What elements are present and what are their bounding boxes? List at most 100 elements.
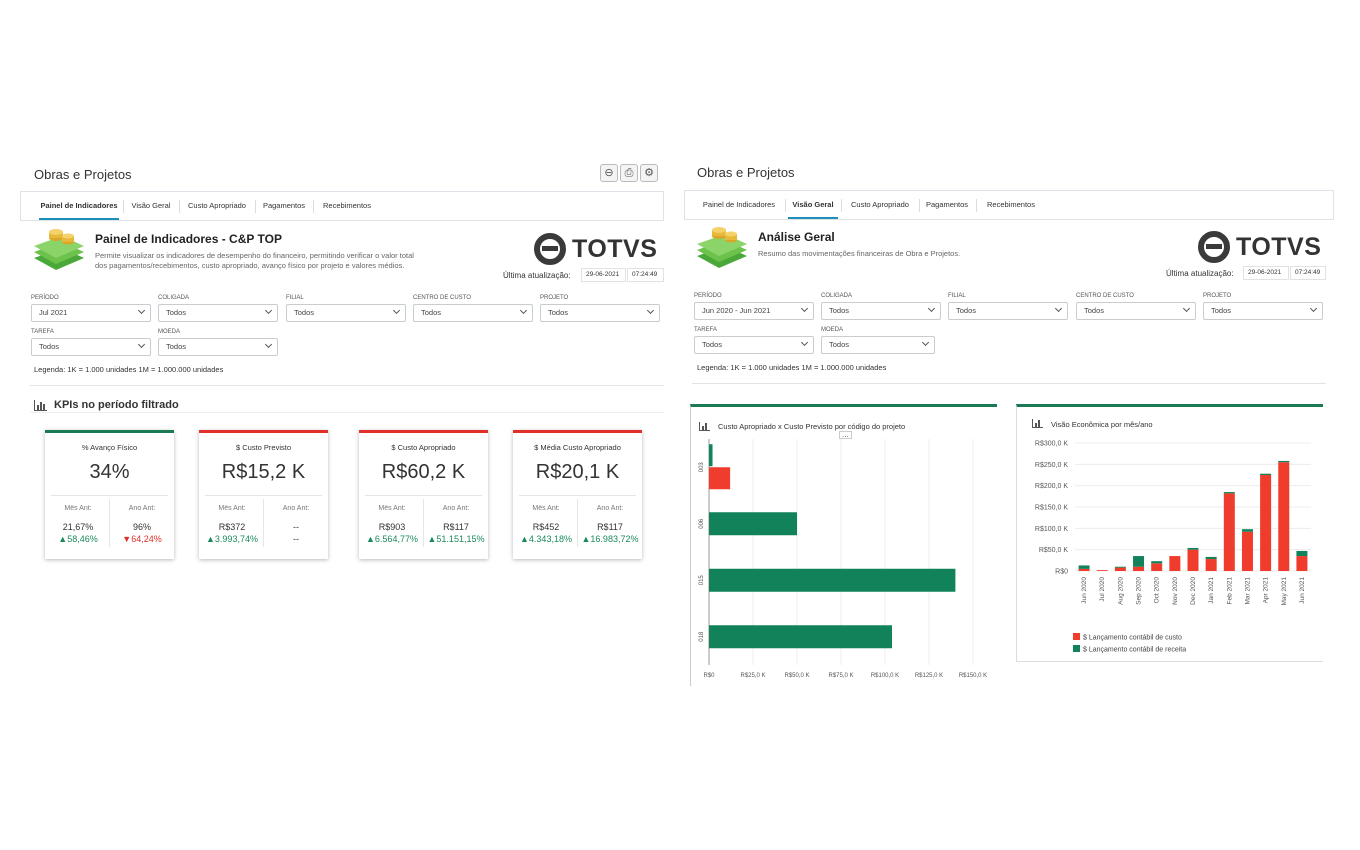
filter-centro-custo-select[interactable]: Todos bbox=[1076, 302, 1196, 320]
totvs-logo-icon bbox=[534, 233, 566, 265]
kpi-prev-year-label: Ano Ant: bbox=[128, 505, 156, 512]
left-last-update-time: 07:24:49 bbox=[627, 268, 664, 282]
right-last-update-date: 29-06-2021 bbox=[1243, 266, 1289, 280]
chevron-down-icon bbox=[264, 306, 273, 315]
chart1-category-label: 018 bbox=[699, 631, 705, 642]
totvs-logo-icon bbox=[1198, 231, 1230, 263]
tab-visao-geral[interactable]: Visão Geral bbox=[131, 201, 171, 210]
kpi-prev-year-label: Ano Ant: bbox=[442, 505, 470, 512]
chart1-bar bbox=[709, 625, 893, 649]
right-units-legend: Legenda: 1K = 1.000 unidades 1M = 1.000.… bbox=[697, 363, 887, 372]
kpi-prev-year-value: 96% bbox=[132, 522, 151, 532]
print-icon[interactable]: ⎙ bbox=[620, 164, 638, 182]
filter-label-filial: FILIAL bbox=[286, 295, 304, 301]
chart2-x-tick: Nov 2020 bbox=[1172, 577, 1179, 605]
tab-recebimentos[interactable]: Recebimentos bbox=[323, 201, 371, 210]
chart1-more-menu[interactable]: ... bbox=[839, 431, 852, 439]
chart1-x-tick: R$100,0 K bbox=[871, 673, 899, 679]
chart1-x-tick: R$75,0 K bbox=[828, 673, 853, 679]
chart2-bar-segment bbox=[1205, 559, 1217, 571]
kpi-prev-month-value: R$372 bbox=[218, 522, 246, 532]
filter-moeda-select[interactable]: Todos bbox=[158, 338, 278, 356]
right-header-description: Resumo das movimentações financeiras de … bbox=[758, 249, 961, 258]
filter-moeda-select[interactable]: Todos bbox=[821, 336, 935, 354]
tab-pagamentos[interactable]: Pagamentos bbox=[262, 201, 306, 210]
kpi-prev-year-delta: ▼64,24% bbox=[122, 534, 162, 544]
chart2-bar-segment bbox=[1151, 563, 1163, 571]
tab-painel-indicadores[interactable]: Painel de Indicadores bbox=[702, 200, 776, 209]
chart2-bar-segment bbox=[1187, 547, 1199, 550]
tab-recebimentos[interactable]: Recebimentos bbox=[987, 200, 1035, 209]
minus-circle-icon[interactable]: ⊖ bbox=[600, 164, 618, 182]
left-header-description-2: dos pagamentos/recebimentos, custo aprop… bbox=[95, 261, 405, 270]
bar-chart-icon bbox=[34, 400, 47, 411]
filter-centro-custo-select[interactable]: Todos bbox=[413, 304, 533, 322]
chart1-x-tick: R$125,0 K bbox=[915, 673, 943, 679]
filter-tarefa-select[interactable]: Todos bbox=[31, 338, 151, 356]
kpi-prev-month-value: 21,67% bbox=[62, 522, 94, 532]
right-divider bbox=[692, 383, 1326, 384]
left-units-legend: Legenda: 1K = 1.000 unidades 1M = 1.000.… bbox=[34, 365, 224, 374]
money-stack-icon bbox=[697, 227, 747, 268]
kpi-title: $ Custo Previsto bbox=[235, 443, 292, 452]
kpi-value: R$15,2 K bbox=[221, 461, 306, 483]
filter-projeto-select[interactable]: Todos bbox=[540, 304, 660, 322]
chevron-down-icon bbox=[646, 306, 655, 315]
chart2-x-tick: Mar 2021 bbox=[1244, 577, 1251, 605]
chart2-bar-segment bbox=[1296, 556, 1308, 571]
kpi-card-custo-previsto: $ Custo Previsto R$15,2 K Mês Ant: R$372 ▲… bbox=[199, 430, 328, 559]
chart2-bar-segment bbox=[1114, 566, 1126, 568]
chart2-bar-segment bbox=[1187, 549, 1199, 571]
right-last-update-label: Última atualização: bbox=[1166, 269, 1234, 278]
kpi-prev-month-delta: ▲4.343,18% bbox=[520, 534, 572, 544]
chart2-x-tick: May 2021 bbox=[1281, 577, 1288, 606]
kpi-card-avanco-fisico: % Avanço Físico 34% Mês Ant: 21,67% ▲58,46… bbox=[45, 430, 174, 559]
right-last-update-time: 07:24:49 bbox=[1290, 266, 1326, 280]
chart1-bar bbox=[709, 467, 731, 490]
chart2-y-tick: R$100,0 K bbox=[1035, 526, 1068, 533]
chart1-title: Custo Apropriado x Custo Previsto por có… bbox=[718, 422, 906, 431]
chart2-x-tick: Sep 2020 bbox=[1136, 577, 1143, 605]
gear-icon[interactable]: ⚙ bbox=[640, 164, 658, 182]
chart2-bar-segment bbox=[1096, 570, 1108, 571]
filter-coligada-select[interactable]: Todos bbox=[821, 302, 941, 320]
kpi-card-media-custo-apropriado: $ Média Custo Apropriado R$20,1 K Mês An… bbox=[513, 430, 642, 559]
left-header-description-1: Permite visualizar os indicadores de des… bbox=[95, 251, 414, 260]
money-stack-icon bbox=[34, 229, 84, 270]
filter-tarefa-select[interactable]: Todos bbox=[694, 336, 814, 354]
filter-label-coligada: COLIGADA bbox=[158, 295, 190, 301]
filter-coligada-select[interactable]: Todos bbox=[158, 304, 278, 322]
filter-filial-select[interactable]: Todos bbox=[948, 302, 1068, 320]
tab-painel-indicadores[interactable]: Painel de Indicadores bbox=[39, 192, 119, 220]
chart2-x-tick: Aug 2020 bbox=[1117, 577, 1124, 605]
kpi-prev-year-label: Ano Ant: bbox=[282, 505, 310, 512]
kpi-prev-month-delta: ▲58,46% bbox=[58, 534, 98, 544]
filter-filial-select[interactable]: Todos bbox=[286, 304, 406, 322]
filter-projeto-select[interactable]: Todos bbox=[1203, 302, 1323, 320]
chevron-down-icon bbox=[1054, 304, 1063, 313]
kpi-prev-month-label: Mês Ant: bbox=[532, 505, 560, 512]
chart2-bar-segment bbox=[1278, 460, 1290, 463]
kpi-prev-year-value: R$117 bbox=[443, 522, 469, 532]
tab-visao-geral[interactable]: Visão Geral bbox=[788, 191, 838, 219]
filter-periodo-select[interactable]: Jun 2020 - Jun 2021 bbox=[694, 302, 814, 320]
filter-label-periodo: PERÍODO bbox=[694, 293, 722, 299]
kpi-card-custo-apropriado: $ Custo Apropriado R$60,2 K Mês Ant: R$90… bbox=[359, 430, 488, 559]
chart2-bar-segment bbox=[1133, 556, 1145, 567]
chart2-legend-swatch bbox=[1073, 645, 1080, 652]
tab-custo-apropriado[interactable]: Custo Apropriado bbox=[851, 200, 909, 209]
chart2-y-tick: R$150,0 K bbox=[1035, 505, 1068, 512]
chart2-bar-segment bbox=[1241, 531, 1253, 571]
kpi-prev-year-delta: ▲16.983,72% bbox=[581, 534, 639, 544]
kpi-title: % Avanço Físico bbox=[81, 443, 138, 452]
chart2-legend-label: $ Lançamento contábil de custo bbox=[1083, 635, 1182, 642]
chevron-down-icon bbox=[921, 338, 930, 347]
tab-pagamentos[interactable]: Pagamentos bbox=[925, 200, 969, 209]
chart2-y-tick: R$50,0 K bbox=[1039, 547, 1069, 554]
chart1-category-label: 015 bbox=[699, 575, 705, 586]
chart2-bar-segment bbox=[1151, 561, 1163, 564]
filter-periodo-select[interactable]: Jul 2021 bbox=[31, 304, 151, 322]
tab-custo-apropriado[interactable]: Custo Apropriado bbox=[188, 201, 246, 210]
filter-label-filial: FILIAL bbox=[948, 293, 966, 299]
